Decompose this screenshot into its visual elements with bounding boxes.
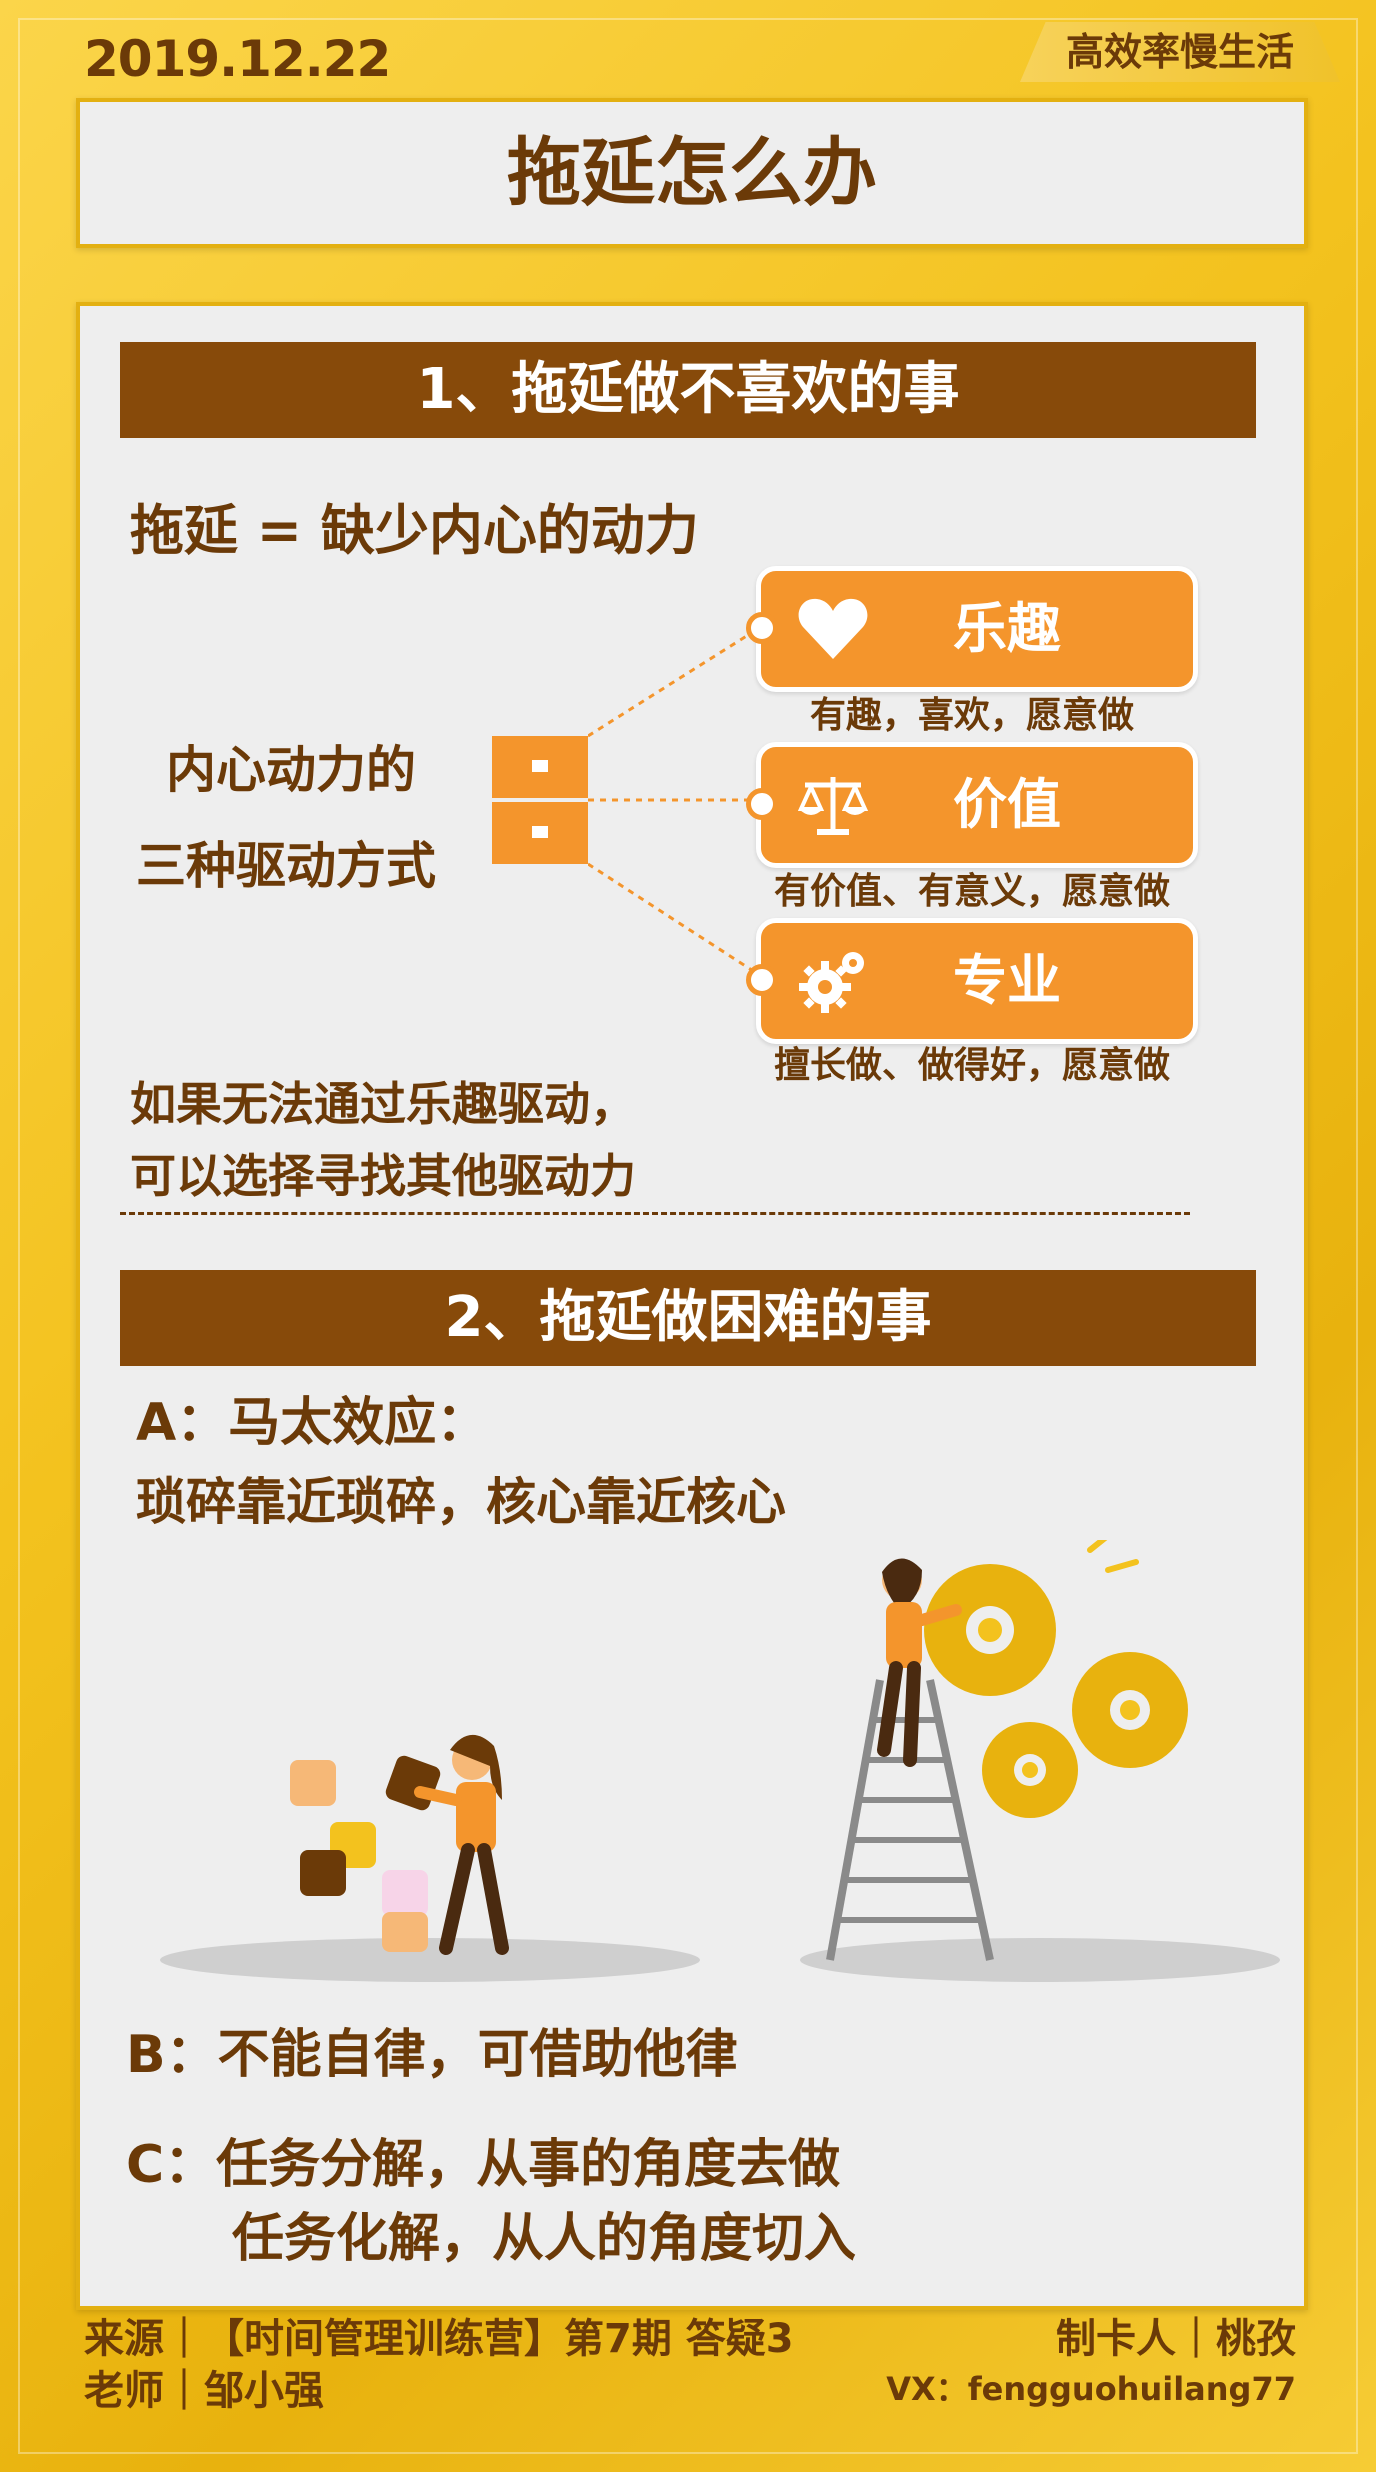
point-a-line2: 琐碎靠近琐碎，核心靠近核心	[136, 1473, 786, 1531]
note-line2: 可以选择寻找其他驱动力	[130, 1149, 636, 1203]
ladder-gears-illustration	[800, 1540, 1280, 1982]
point-a-line1: A：马太效应：	[136, 1393, 489, 1453]
equation-text: 拖延 = 缺少内心的动力	[130, 499, 699, 562]
driver-fun-label: 乐趣	[953, 597, 1061, 660]
driver-skill: 专业	[756, 918, 1198, 1044]
driver-value-label: 价值	[953, 773, 1061, 836]
scale-icon	[797, 777, 869, 835]
section2-heading: 2、拖延做困难的事	[120, 1270, 1256, 1366]
footer-source: 来源｜【时间管理训练营】第7期 答疑3	[84, 2316, 794, 2362]
driver-skill-desc: 擅长做、做得好，愿意做	[773, 1045, 1170, 1086]
page-title: 拖延怎么办	[507, 130, 877, 216]
footer-vx: VX：fengguohuilang77	[886, 2370, 1296, 2408]
driver-value: 价值	[756, 742, 1198, 868]
driver-fun-desc: 有趣，喜欢，愿意做	[809, 695, 1134, 736]
heart-icon	[798, 598, 868, 659]
brand-tag: 高效率慢生活	[1020, 22, 1340, 82]
woman-blocks-illustration	[160, 1734, 700, 1982]
point-b-line: B：不能自律，可借助他律	[126, 2025, 738, 2085]
point-c-line2: 任务化解，从人的角度切入	[232, 2209, 857, 2269]
note-line1: 如果无法通过乐趣驱动，	[130, 1077, 636, 1131]
section-divider	[120, 1212, 1190, 1215]
connector-dot	[746, 964, 778, 996]
connector-lines	[588, 623, 765, 980]
title-box: 拖延怎么办	[76, 98, 1308, 248]
date-label: 2019.12.22	[84, 30, 391, 88]
point-c-line1: C：任务分解，从事的角度去做	[126, 2135, 841, 2195]
driver-value-desc: 有价值、有意义，愿意做	[773, 871, 1170, 912]
section1-heading: 1、拖延做不喜欢的事	[120, 342, 1256, 438]
center-label-line2: 三种驱动方式	[136, 837, 436, 895]
connector-dot	[746, 612, 778, 644]
footer-maker: 制卡人｜桃孜	[1056, 2316, 1296, 2362]
connector-dot	[746, 788, 778, 820]
cabinet-icon	[492, 736, 588, 864]
center-label-line1: 内心动力的	[166, 741, 416, 799]
footer-teacher: 老师｜邹小强	[84, 2368, 324, 2414]
driver-fun: 乐趣	[756, 566, 1198, 692]
gears-icon	[799, 952, 864, 1013]
driver-skill-label: 专业	[953, 949, 1061, 1012]
